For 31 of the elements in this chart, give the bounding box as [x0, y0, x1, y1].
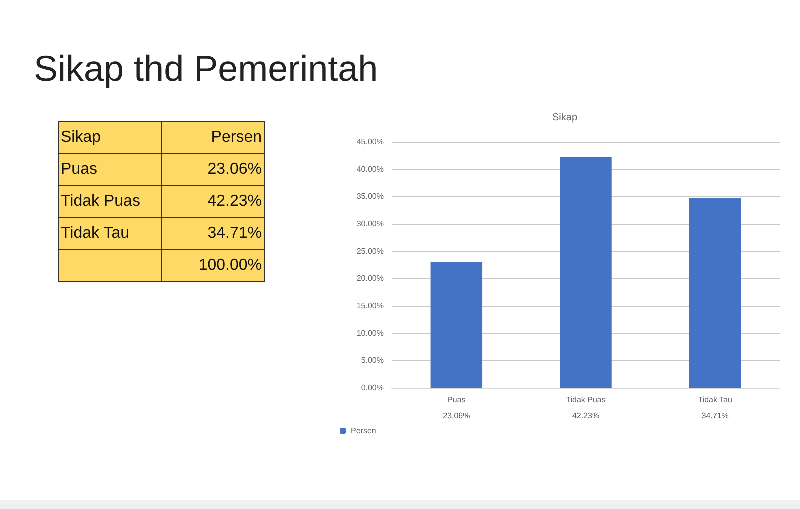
- x-tick-label: Tidak Tau: [698, 396, 732, 404]
- bar: [560, 157, 612, 388]
- x-tick-label: Tidak Puas: [566, 396, 606, 404]
- text: 23.06%: [443, 412, 470, 420]
- y-tick-label: 45.00%: [356, 138, 384, 146]
- chart-title: Sikap: [552, 112, 578, 124]
- y-tick-label: 10.00%: [356, 328, 384, 338]
- y-tick-label: 25.00%: [356, 246, 384, 256]
- text: Puas: [58, 154, 162, 186]
- text: Sikap thd Pemerintah: [34, 48, 378, 90]
- text: 34.71%: [702, 412, 729, 420]
- y-tick-label: 5.00%: [361, 356, 384, 366]
- y-tick-label: 40.00%: [356, 164, 384, 174]
- x-tick-label: Puas: [448, 396, 466, 404]
- text: 42.23%: [162, 186, 264, 218]
- text: 42.23%: [572, 412, 600, 420]
- text: Tidak Tau: [58, 218, 162, 250]
- text: 23.06%: [162, 154, 264, 186]
- y-tick-label: 20.00%: [356, 274, 384, 284]
- y-tick-label: 15.00%: [356, 302, 384, 310]
- text: Sikap: [58, 122, 162, 154]
- y-tick-label: 35.00%: [356, 192, 384, 202]
- text: Persen: [162, 122, 264, 154]
- bar: [689, 198, 742, 388]
- y-tick-label: 30.00%: [356, 220, 384, 228]
- y-tick-label: 0.00%: [361, 384, 384, 392]
- text: 100.00%: [162, 250, 264, 282]
- text: Tidak Puas: [58, 186, 162, 218]
- legend-label: Persen: [351, 426, 376, 436]
- bar: [430, 262, 483, 388]
- text: 34.71%: [162, 218, 264, 250]
